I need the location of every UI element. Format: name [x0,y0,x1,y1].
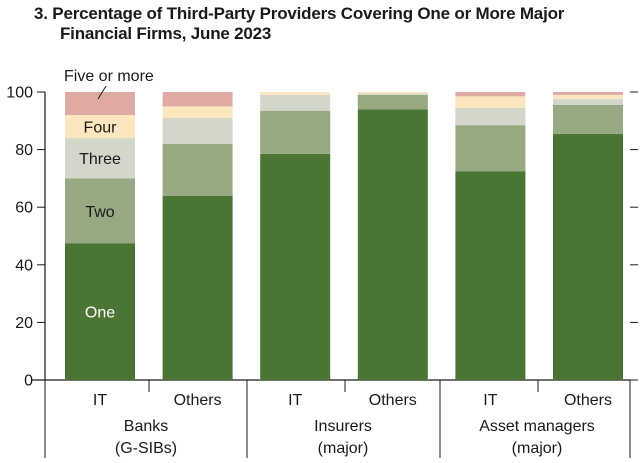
segment-label-three: Three [79,151,121,168]
bar-segment-two [455,125,526,172]
y-tick-label: 40 [15,257,33,274]
category-label: IT [93,392,107,409]
bar-segment-five-or-more [162,92,233,107]
y-tick-label: 20 [15,315,33,332]
group-label-line-2: (major) [318,440,369,457]
segment-label-two: Two [85,204,114,221]
bar-segment-two [260,110,331,154]
bar-segment-four [553,94,623,100]
bar-segment-one [553,133,623,380]
group-label-line-1: Asset managers [479,418,595,435]
bar-segment-five-or-more [553,92,623,95]
bar-segment-two [357,94,428,110]
bar-segment-one [65,243,135,380]
bar-segment-five-or-more [455,92,526,97]
category-label: IT [483,392,497,409]
category-label: Others [174,392,222,409]
y-tick-label: 0 [24,373,33,390]
chart-title-line-1: 3. Percentage of Third-Party Providers C… [34,4,565,23]
segment-label-four: Four [84,120,118,137]
bar-segment-four [260,92,331,95]
category-label: Others [564,392,612,409]
bar-segment-three [65,138,135,179]
segment-label-one: One [85,305,115,322]
labels-layer: IT Others IT Others IT Others Banks (G-SIBs) Ins… [64,68,612,457]
five-or-more-leader-line [97,85,107,100]
bar-segment-three [455,107,526,126]
bar-segment-five-or-more [65,92,135,116]
bar-segment-three [553,99,623,105]
bar-segment-one [162,195,233,380]
category-label: Others [369,392,417,409]
bar-segment-one [357,109,428,380]
group-label-line-2: (major) [512,440,563,457]
bar-segment-four [455,96,526,108]
bar-segment-two [162,143,233,196]
y-tick-label: 60 [15,200,33,217]
bars-layer [65,92,623,380]
bar-segment-one [455,171,526,380]
group-label-line-1: Banks [124,418,168,435]
bar-segment-three [162,117,233,144]
bar-segment-two [65,178,135,244]
chart-title: 3. Percentage of Third-Party Providers C… [34,4,634,44]
bar-segment-three [260,94,331,111]
group-label-line-2: (G-SIBs) [115,440,177,457]
bar-segment-four [65,115,135,139]
y-tick-label: 100 [6,85,33,102]
y-tick-label: 80 [15,142,33,159]
group-label-line-1: Insurers [314,418,372,435]
bar-segment-three [357,93,428,95]
bar-segment-four [162,106,233,118]
bar-segment-four [357,92,428,94]
chart-title-line-2: Financial Firms, June 2023 [60,24,272,43]
segment-label-five-or-more: Five or more [64,68,154,85]
category-label: IT [288,392,302,409]
bar-segment-two [553,104,623,134]
bar-segment-one [260,153,331,380]
